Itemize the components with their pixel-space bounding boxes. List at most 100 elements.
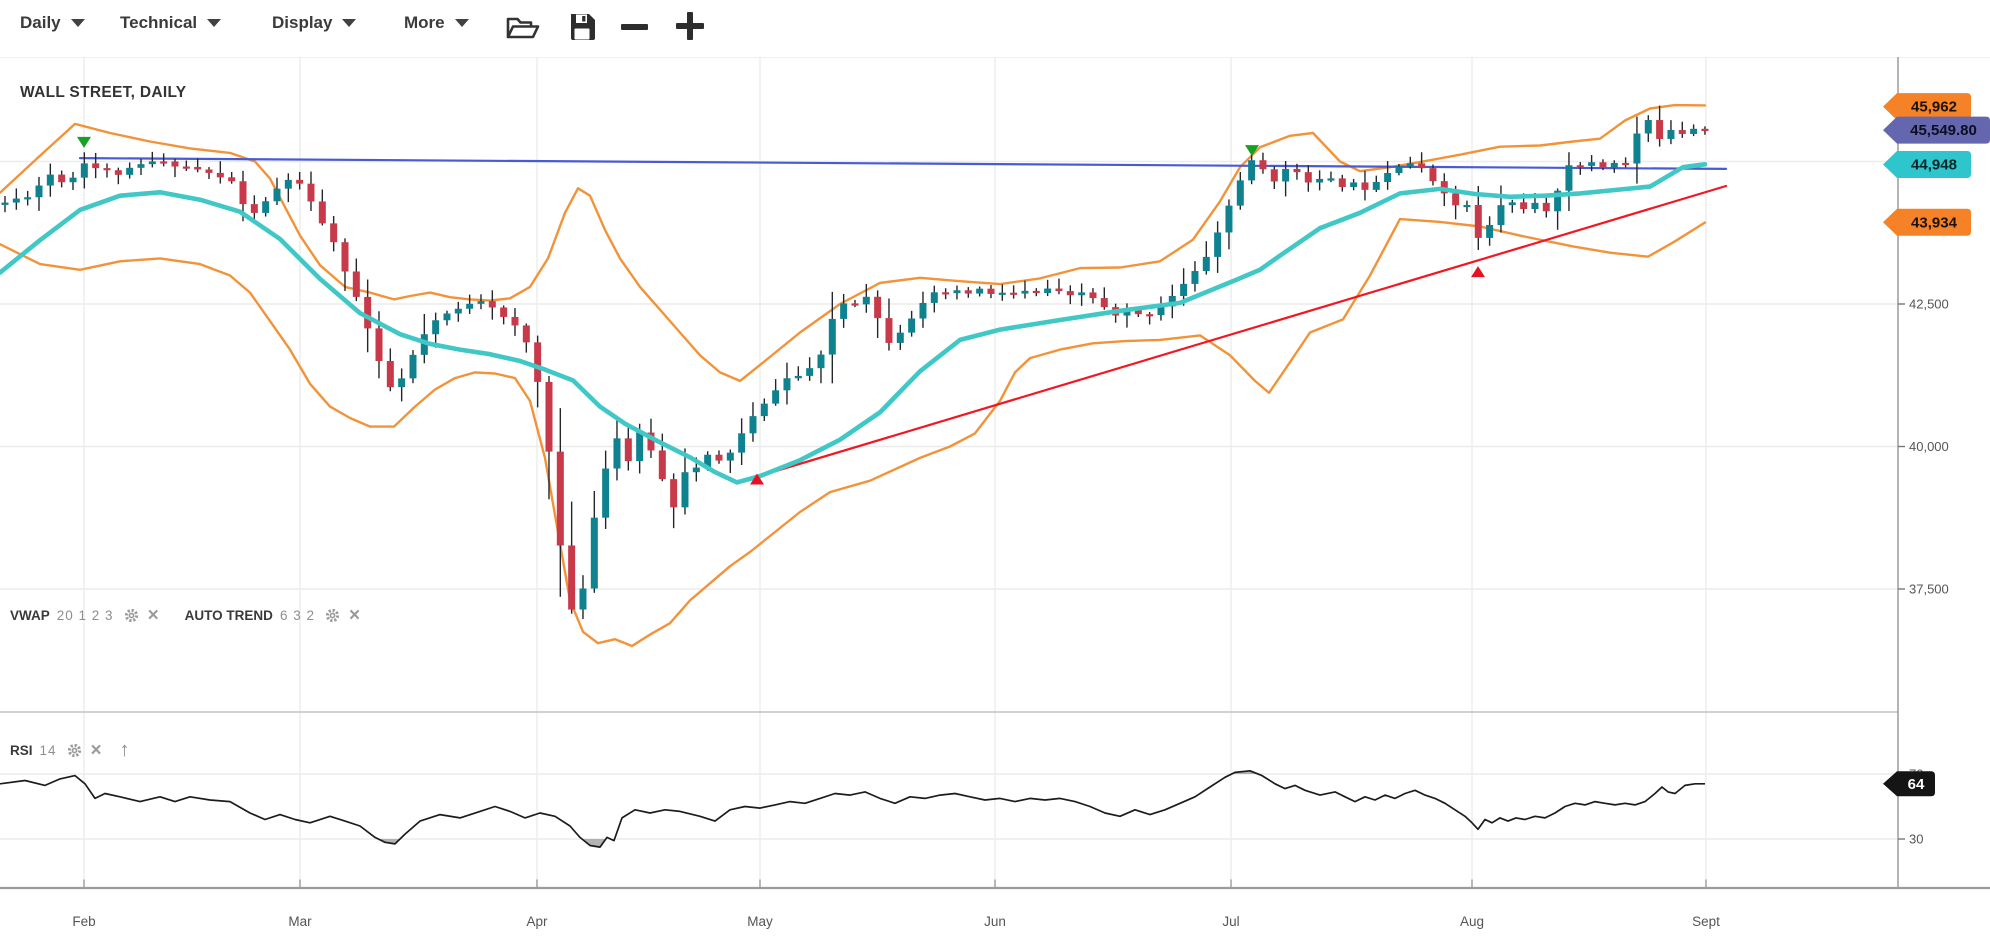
candle-body <box>1497 205 1505 225</box>
candle-body <box>1044 288 1052 294</box>
rsi-move-up-icon[interactable]: ↑ <box>119 739 130 761</box>
candle-body <box>466 303 474 309</box>
candle-body <box>658 450 666 480</box>
month-label: Sept <box>1692 914 1720 929</box>
candle-body <box>454 308 462 314</box>
candle-body <box>1678 130 1686 134</box>
auto-trend-settings-gear-icon[interactable] <box>324 607 341 624</box>
candle-body <box>647 432 655 451</box>
candle-body <box>1418 163 1426 169</box>
candle-body <box>545 381 553 452</box>
candle-body <box>205 169 213 173</box>
rsi-tick-label: 30 <box>1909 832 1923 847</box>
candle-body <box>1123 309 1131 316</box>
candle-body <box>1191 271 1199 284</box>
rsi-value-badge: 64 <box>1883 771 1935 797</box>
candle-body <box>976 288 984 294</box>
candle-body <box>1010 292 1018 295</box>
candle-body <box>794 375 802 379</box>
rsi-shaded-zones <box>0 770 1705 848</box>
candle-body <box>1633 133 1641 164</box>
vwap-remove-icon[interactable]: × <box>147 604 159 626</box>
candles <box>1 105 1709 620</box>
candle-body <box>726 452 734 461</box>
candle-body <box>1667 130 1675 139</box>
price-tick-label: 37,500 <box>1909 582 1949 597</box>
candle-body <box>840 303 848 319</box>
rsi-settings-gear-icon[interactable] <box>66 742 83 759</box>
candle-body <box>704 454 712 468</box>
candle-body <box>296 179 304 184</box>
candle-body <box>126 167 134 175</box>
candle-body <box>1384 172 1392 182</box>
candle-body <box>862 296 870 305</box>
candle-body <box>511 316 519 326</box>
month-label: Feb <box>72 914 95 929</box>
candle-body <box>613 438 621 469</box>
candle-body <box>534 342 542 382</box>
timeframe-dropdown[interactable]: Daily <box>20 13 85 33</box>
zoom-out-icon[interactable] <box>621 24 648 30</box>
candle-body <box>92 163 100 169</box>
rsi-remove-icon[interactable]: × <box>90 739 102 761</box>
candle-body <box>1293 168 1301 173</box>
vwap-settings-gear-icon[interactable] <box>123 607 140 624</box>
display-dropdown[interactable]: Display <box>272 13 357 33</box>
candle-body <box>556 451 564 546</box>
candle-body <box>1452 193 1460 206</box>
svg-text:45,549.80: 45,549.80 <box>1910 122 1977 139</box>
auto-trend-remove-icon[interactable]: × <box>348 604 361 626</box>
candle-body <box>579 588 587 610</box>
open-folder-icon[interactable] <box>505 13 541 49</box>
candle-body <box>760 403 768 417</box>
candle-body <box>114 170 122 175</box>
timeframe-dropdown-label: Daily <box>20 13 61 32</box>
svg-text:64: 64 <box>1908 776 1925 793</box>
candle-body <box>636 432 644 462</box>
candle-body <box>1338 178 1346 187</box>
signal-markers <box>77 136 1485 485</box>
save-icon[interactable] <box>567 12 597 47</box>
month-label: Apr <box>526 914 548 929</box>
auto-trend-indicator-label: AUTO TREND <box>184 608 273 623</box>
candle-body <box>488 301 496 308</box>
candle-body <box>1610 162 1618 168</box>
candle-body <box>1463 204 1471 208</box>
candle-body <box>137 164 145 168</box>
candle-body <box>443 313 451 321</box>
candle-body <box>352 271 360 297</box>
candle-body <box>987 288 995 294</box>
candle-body <box>964 290 972 294</box>
rsi-legend-row: RSI 14 × ↑ <box>10 739 130 762</box>
month-label: Jul <box>1222 914 1239 929</box>
candle-body <box>1134 309 1142 315</box>
candle-body <box>1 202 9 205</box>
candle-body <box>1372 181 1380 190</box>
month-label: Aug <box>1460 914 1484 929</box>
bollinger-upper-price-badge: 45,962 <box>1883 93 1971 121</box>
candle-body <box>1361 182 1369 190</box>
candle-body <box>1474 204 1482 238</box>
candle-body <box>364 296 372 329</box>
candle-body <box>1066 291 1074 296</box>
chart-title: WALL STREET, DAILY <box>20 84 187 101</box>
candle-body <box>1599 162 1607 168</box>
buy-signal-triangle-icon <box>750 473 764 485</box>
candle-body <box>284 179 292 189</box>
candle-body <box>228 177 236 182</box>
zoom-in-icon[interactable] <box>676 12 704 40</box>
more-dropdown[interactable]: More <box>404 13 469 33</box>
candle-body <box>1180 283 1188 296</box>
candle-body <box>817 354 825 369</box>
candle-body <box>670 479 678 508</box>
candle-body <box>692 467 700 473</box>
candle-body <box>273 188 281 202</box>
bollinger-upper-band <box>0 103 1707 383</box>
candle-body <box>1021 290 1029 294</box>
technical-dropdown[interactable]: Technical <box>120 13 222 33</box>
rsi-overbought-fill <box>0 770 1705 774</box>
candle-body <box>148 161 156 165</box>
candle-body <box>885 318 893 343</box>
candle-body <box>216 172 224 178</box>
